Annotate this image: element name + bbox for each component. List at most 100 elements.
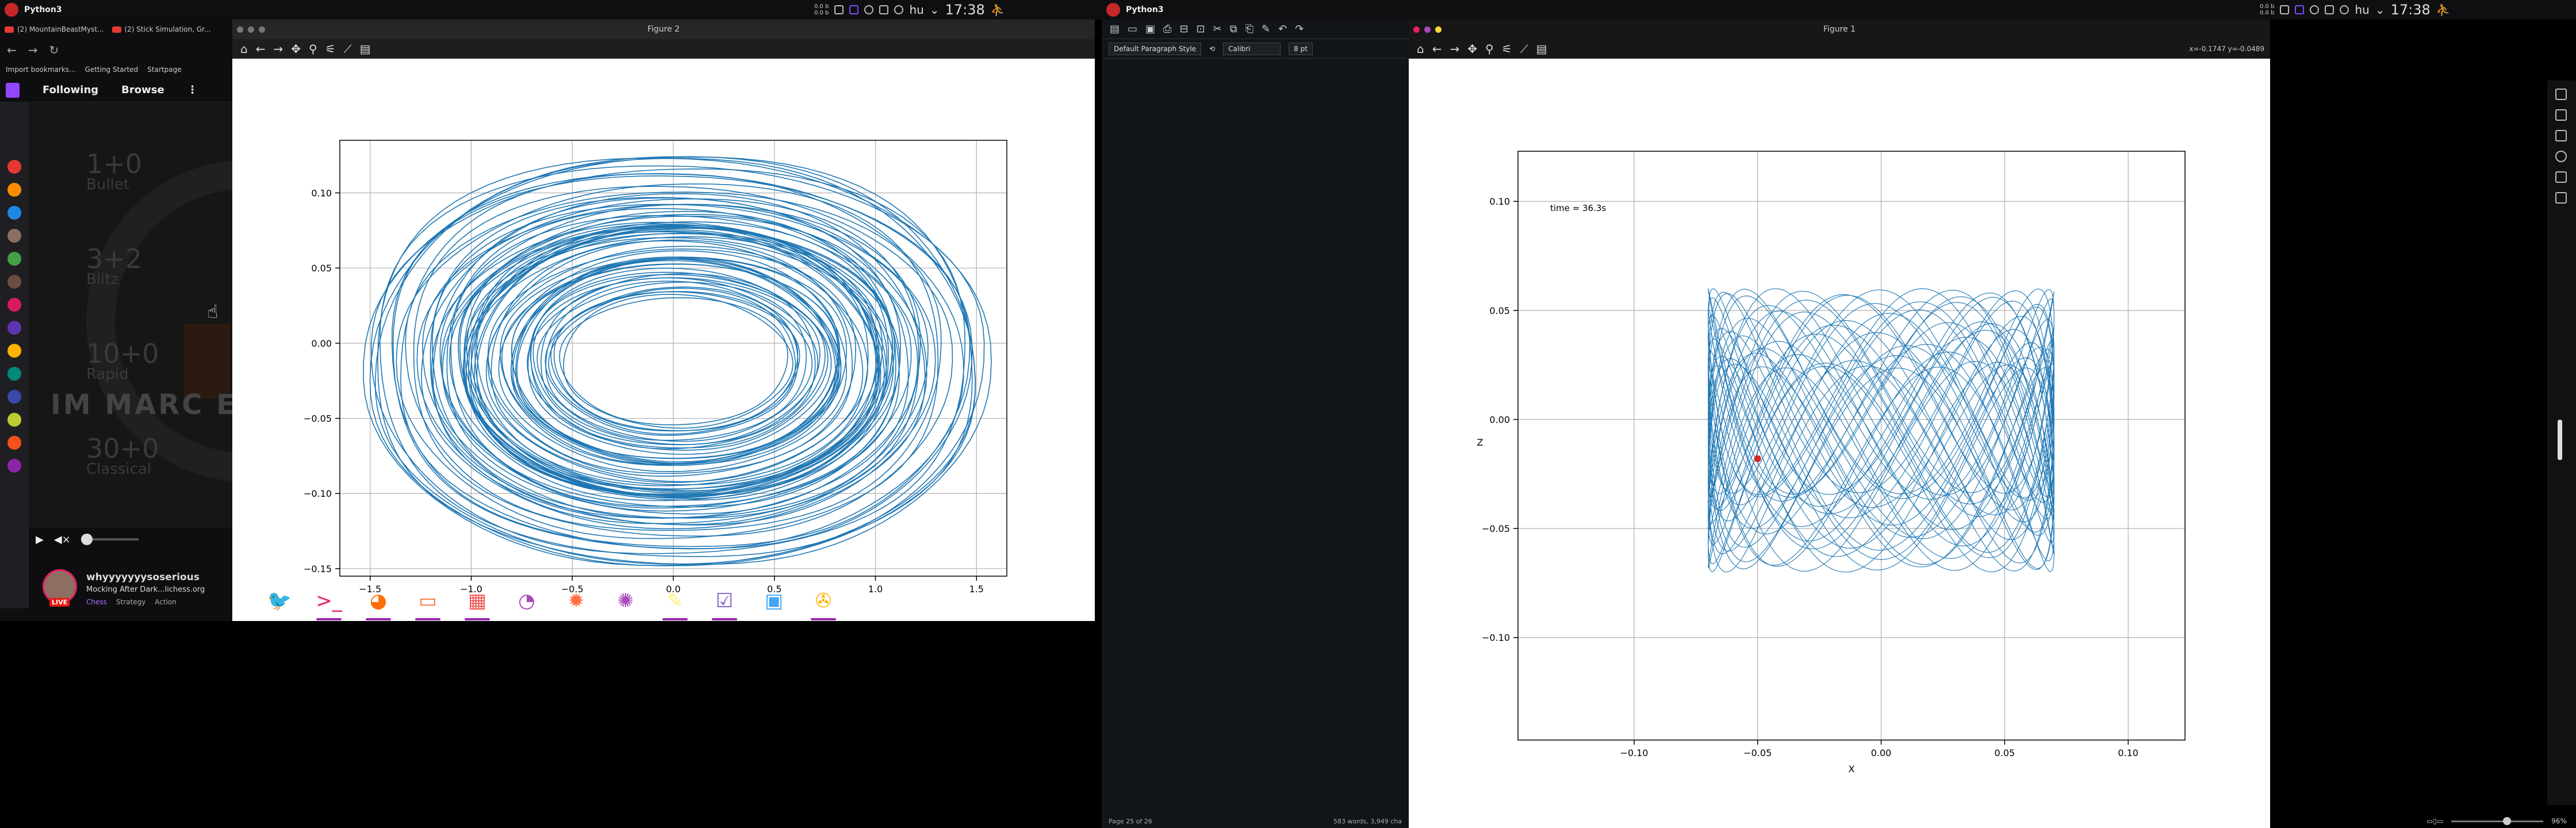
undo-icon[interactable]: ↶ (1278, 23, 1287, 35)
settings-icon[interactable]: ✺ (617, 589, 634, 612)
user-menu-icon[interactable]: ⛹ (990, 3, 1005, 17)
zoom-icon[interactable]: ⚲ (309, 42, 317, 56)
manage-changes-icon[interactable] (2555, 192, 2567, 204)
back-icon[interactable]: ← (7, 43, 17, 57)
paste-icon[interactable]: ⎗ (1245, 23, 1254, 35)
export-pdf-icon[interactable]: ⎙ (1163, 23, 1172, 35)
terminal-icon[interactable]: >_ (314, 586, 344, 620)
followed-channel-avatar[interactable] (7, 367, 21, 381)
more-icon[interactable]: ⋮ (187, 84, 198, 96)
app-logo-icon[interactable] (5, 3, 18, 17)
followed-channel-avatar[interactable] (7, 344, 21, 358)
bookmark-item[interactable]: Getting Started (85, 66, 139, 74)
keyboard-layout[interactable]: hu (2355, 3, 2370, 17)
back-icon[interactable]: ← (255, 42, 266, 56)
pan-icon[interactable]: ✥ (1467, 42, 1477, 56)
tray-window-icon[interactable] (2280, 5, 2290, 14)
save-icon[interactable]: ▤ (1536, 42, 1547, 56)
back-icon[interactable]: ← (1432, 42, 1442, 56)
keyboard-layout[interactable]: hu (909, 3, 924, 17)
user-menu-icon[interactable]: ⛹ (2436, 3, 2451, 17)
files-icon[interactable]: ▭ (413, 586, 443, 620)
app-1-icon[interactable]: 🐦 (267, 589, 292, 612)
tag-action[interactable]: Action (155, 598, 177, 606)
maximize-window-icon[interactable] (259, 26, 265, 33)
bookmark-item[interactable]: Startpage (147, 66, 182, 74)
edit-axis-icon[interactable]: ⟋ (343, 42, 352, 56)
forward-icon[interactable]: → (273, 42, 283, 56)
subplots-icon[interactable]: ⚟ (325, 42, 336, 56)
maximize-window-icon[interactable] (1435, 26, 1442, 33)
channel-name[interactable]: whyyyyyyysoserious (86, 572, 200, 583)
styles-icon[interactable] (2555, 109, 2567, 121)
followed-channel-avatar[interactable] (7, 413, 21, 427)
navigator-icon[interactable] (2555, 151, 2567, 162)
tray-discord-icon[interactable] (864, 5, 874, 14)
close-window-icon[interactable] (1413, 26, 1420, 33)
home-icon[interactable]: ⌂ (240, 42, 248, 56)
minimize-window-icon[interactable] (248, 26, 254, 33)
followed-channel-avatar[interactable] (7, 275, 21, 289)
app-12-icon[interactable]: ✇ (808, 586, 838, 620)
settings-orange-icon[interactable]: ✹ (568, 589, 585, 612)
bookmark-item[interactable]: Import bookmarks... (6, 66, 76, 74)
followed-channel-avatar[interactable] (7, 229, 21, 243)
followed-channel-avatar[interactable] (7, 298, 21, 312)
home-icon[interactable]: ⌂ (1417, 42, 1424, 56)
zoom-level[interactable]: 96% (2551, 817, 2567, 825)
followed-channel-avatar[interactable] (7, 321, 21, 335)
tray-discord-icon[interactable] (2310, 5, 2320, 14)
minimize-window-icon[interactable] (1424, 26, 1431, 33)
figure2-plot[interactable]: −1.5 −1.0 −0.5 0.0 0.5 1.0 1.5 0.10 0.05 0.00 −0.0… (232, 59, 1095, 621)
followed-channel-avatar[interactable] (7, 436, 21, 450)
gallery-icon[interactable] (2555, 130, 2567, 141)
font-size-select[interactable]: 8 pt (1289, 42, 1313, 55)
copy-icon[interactable]: ⧉ (1229, 23, 1237, 35)
properties-icon[interactable] (2555, 89, 2567, 100)
twitch-logo-icon[interactable] (6, 82, 20, 98)
volume-icon[interactable]: ◀× (53, 533, 71, 546)
zoom-slider[interactable] (2451, 816, 2544, 825)
play-icon[interactable]: ▶ (36, 533, 44, 546)
save-icon[interactable]: ▣ (1145, 23, 1156, 35)
cut-icon[interactable]: ✂ (1213, 23, 1222, 35)
pdf-viewer-icon[interactable]: ▦ (462, 586, 492, 620)
edit-axis-icon[interactable]: ⟋ (1520, 42, 1528, 56)
tray-window-icon[interactable] (849, 5, 859, 14)
page-icon[interactable] (2555, 171, 2567, 183)
browser-tab[interactable]: (2) MountainBeastMyst... (5, 25, 104, 33)
paragraph-style-select[interactable]: Default Paragraph Style (1109, 42, 1202, 55)
preview-icon[interactable]: ⊡ (1196, 23, 1205, 35)
firefox-icon[interactable]: ◕ (363, 586, 393, 620)
tray-window-icon[interactable] (834, 5, 844, 14)
word-count[interactable]: 583 words, 3,949 cha (1333, 817, 1402, 825)
new-doc-icon[interactable]: ▤ (1110, 23, 1120, 35)
redo-icon[interactable]: ↷ (1295, 23, 1304, 35)
tray-volume-icon[interactable] (894, 5, 904, 14)
followed-channel-avatar[interactable] (7, 459, 21, 473)
tray-volume-icon[interactable] (2340, 5, 2349, 14)
pan-icon[interactable]: ✥ (291, 42, 301, 56)
app-6-icon[interactable]: ◔ (518, 589, 535, 612)
app-logo-icon[interactable] (1106, 3, 1120, 17)
app-10-icon[interactable]: ☑ (710, 586, 739, 620)
app-9-icon[interactable]: ✎ (660, 586, 690, 620)
chevron-down-icon[interactable]: ⌄ (929, 3, 940, 17)
close-window-icon[interactable] (237, 26, 243, 33)
tag-chess[interactable]: Chess (86, 598, 107, 606)
open-icon[interactable]: ▭ (1128, 23, 1138, 35)
page-status[interactable]: Page 25 of 26 (1109, 817, 1152, 825)
save-icon[interactable]: ▤ (359, 42, 371, 56)
nav-following[interactable]: Following (43, 84, 99, 96)
tag-strategy[interactable]: Strategy (116, 598, 146, 606)
figure2-titlebar[interactable]: Figure 2 (232, 20, 1095, 39)
print-icon[interactable]: ⊟ (1179, 23, 1189, 35)
font-name-select[interactable]: Calibri (1223, 42, 1281, 55)
view-layout-icon[interactable]: ▭▯▭ (2426, 817, 2444, 825)
followed-channel-avatar[interactable] (7, 183, 21, 197)
followed-channel-avatar[interactable] (7, 252, 21, 266)
tray-window-icon[interactable] (2295, 5, 2305, 14)
followed-channel-avatar[interactable] (7, 390, 21, 404)
followed-channel-avatar[interactable] (7, 206, 21, 220)
forward-icon[interactable]: → (28, 43, 38, 57)
